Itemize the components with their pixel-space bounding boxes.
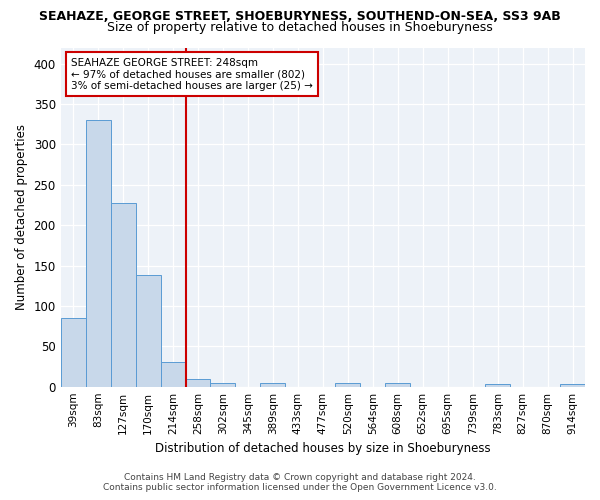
- Bar: [560, 384, 585, 386]
- Bar: [211, 382, 235, 386]
- Bar: [185, 378, 211, 386]
- Bar: [260, 384, 286, 386]
- Bar: [335, 384, 360, 386]
- Bar: [86, 120, 110, 386]
- Bar: [385, 384, 410, 386]
- X-axis label: Distribution of detached houses by size in Shoeburyness: Distribution of detached houses by size …: [155, 442, 491, 455]
- Bar: [61, 318, 86, 386]
- Text: SEAHAZE, GEORGE STREET, SHOEBURYNESS, SOUTHEND-ON-SEA, SS3 9AB: SEAHAZE, GEORGE STREET, SHOEBURYNESS, SO…: [39, 10, 561, 23]
- Y-axis label: Number of detached properties: Number of detached properties: [15, 124, 28, 310]
- Text: SEAHAZE GEORGE STREET: 248sqm
← 97% of detached houses are smaller (802)
3% of s: SEAHAZE GEORGE STREET: 248sqm ← 97% of d…: [71, 58, 313, 91]
- Bar: [110, 202, 136, 386]
- Text: Size of property relative to detached houses in Shoeburyness: Size of property relative to detached ho…: [107, 21, 493, 34]
- Bar: [485, 384, 510, 386]
- Bar: [161, 362, 185, 386]
- Bar: [136, 275, 161, 386]
- Text: Contains HM Land Registry data © Crown copyright and database right 2024.
Contai: Contains HM Land Registry data © Crown c…: [103, 473, 497, 492]
